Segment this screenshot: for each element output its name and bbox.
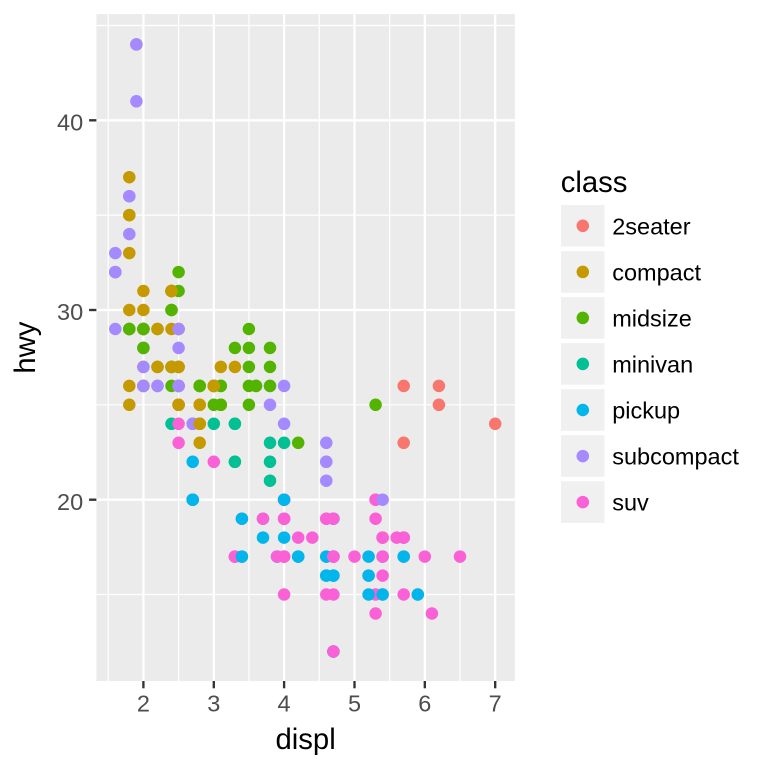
svg-text:20: 20: [57, 489, 83, 515]
svg-text:6: 6: [418, 691, 431, 717]
svg-text:pickup: pickup: [612, 398, 680, 424]
svg-text:30: 30: [57, 299, 83, 325]
svg-text:hwy: hwy: [9, 321, 42, 373]
svg-text:2seater: 2seater: [612, 213, 691, 239]
svg-text:midsize: midsize: [612, 306, 692, 332]
svg-text:suv: suv: [612, 490, 649, 516]
svg-text:7: 7: [489, 691, 502, 717]
svg-text:minivan: minivan: [612, 352, 693, 378]
svg-text:40: 40: [57, 109, 83, 135]
svg-text:class: class: [561, 166, 628, 199]
svg-text:5: 5: [348, 691, 361, 717]
svg-text:4: 4: [278, 691, 291, 717]
svg-text:2: 2: [137, 691, 150, 717]
svg-text:subcompact: subcompact: [612, 444, 739, 470]
svg-text:3: 3: [207, 691, 220, 717]
svg-text:displ: displ: [275, 723, 335, 756]
svg-text:compact: compact: [612, 260, 701, 286]
